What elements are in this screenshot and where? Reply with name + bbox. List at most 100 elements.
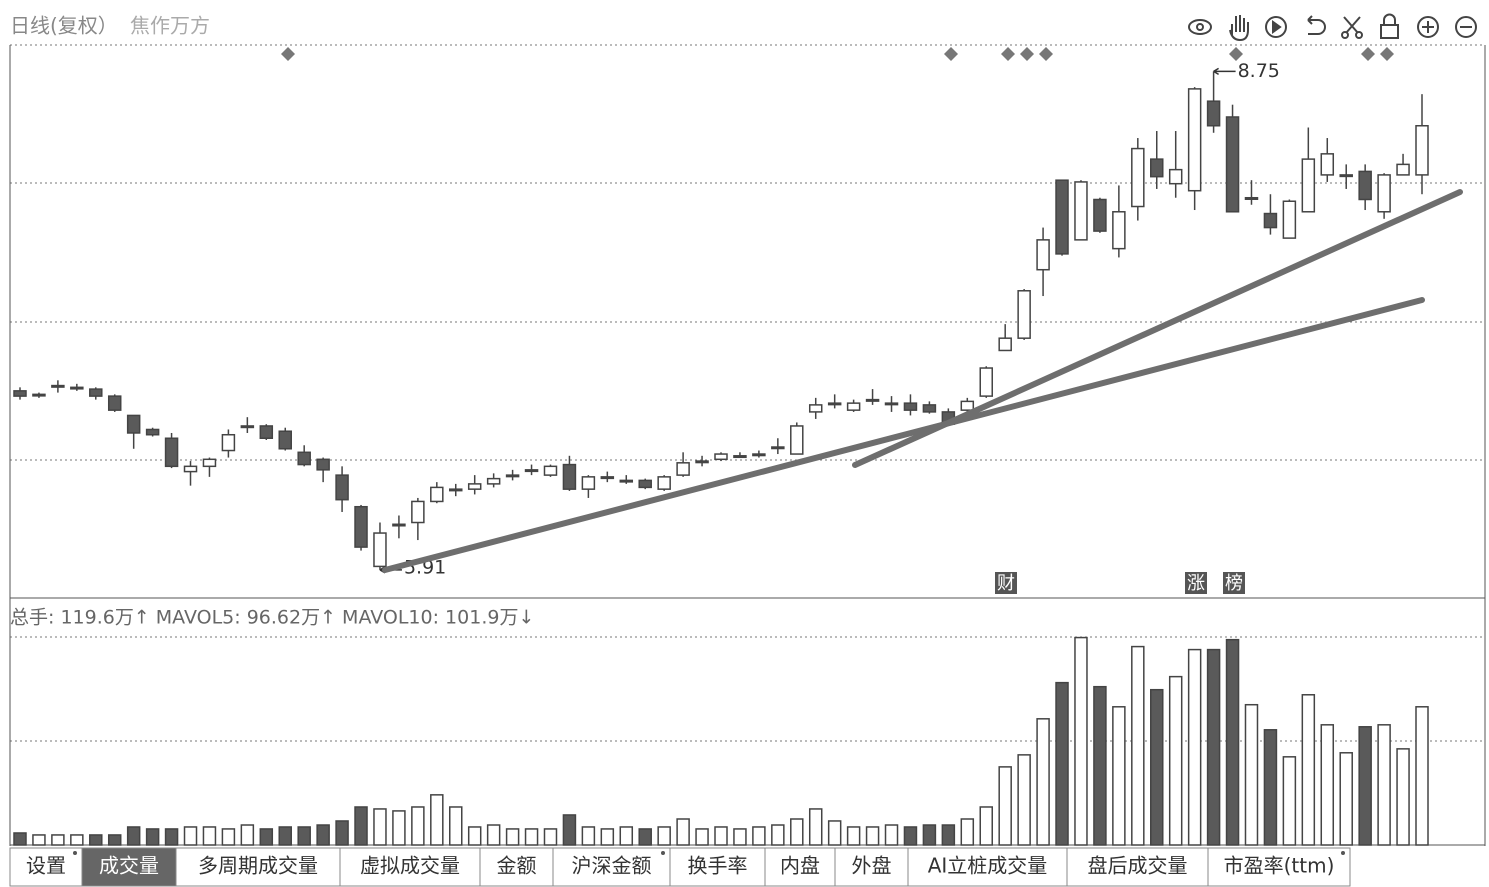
candle-body: [790, 425, 804, 455]
candle-body: [1377, 174, 1391, 213]
tab-label[interactable]: 市盈率(ttm): [1224, 854, 1335, 878]
tab-label[interactable]: 换手率: [688, 854, 748, 878]
candle-body: [808, 404, 823, 413]
tab[interactable]: [339, 847, 481, 887]
candle-body: [183, 465, 198, 473]
eye-icon[interactable]: [1188, 19, 1212, 35]
cut-icon[interactable]: [1343, 16, 1361, 34]
candle-body: [960, 400, 975, 411]
tab[interactable]: [175, 847, 341, 887]
toolbar[interactable]: [1188, 13, 1477, 42]
volume-bar: [865, 826, 880, 846]
volume-bar: [221, 828, 236, 846]
hand-icon[interactable]: [1229, 15, 1249, 42]
marker: [1020, 47, 1034, 61]
tab[interactable]: [764, 847, 836, 887]
tab[interactable]: [81, 847, 177, 887]
candle-body: [316, 458, 330, 471]
candle-body: [903, 402, 918, 411]
tab-label[interactable]: 多周期成交量: [198, 854, 318, 878]
tab-label[interactable]: 虚拟成交量: [360, 854, 460, 878]
trend-line: [852, 189, 1463, 468]
volume-bar: [619, 826, 634, 846]
event-tag: 涨: [1187, 573, 1205, 594]
candle-body: [1187, 88, 1202, 192]
candle-body: [1282, 200, 1297, 239]
candle-body: [354, 505, 368, 548]
volume-bar: [411, 806, 425, 846]
volume-bar: [1168, 675, 1183, 846]
candle-body: [1017, 290, 1031, 339]
tab-label[interactable]: 内盘: [780, 854, 820, 878]
volume-bar: [846, 826, 861, 846]
eye-icon-pupil: [1196, 23, 1204, 31]
tab-label[interactable]: 盘后成交量: [1088, 854, 1188, 878]
zoom-out-icon[interactable]: [1455, 16, 1477, 38]
candle-body: [752, 453, 766, 457]
volume-bar: [790, 818, 804, 846]
candle-body: [1074, 181, 1088, 241]
tab-label[interactable]: 沪深金额: [572, 854, 652, 878]
candle-body: [865, 398, 880, 402]
high-arrow: [1213, 67, 1236, 75]
undo-icon[interactable]: [1307, 15, 1326, 35]
tab[interactable]: [479, 847, 554, 887]
volume-bar: [13, 832, 27, 846]
volume-legend: 总手: 119.6万↑ MAVOL5: 96.62万↑ MAVOL10: 101…: [10, 607, 534, 629]
candle-body: [202, 458, 217, 468]
candle-body: [827, 402, 842, 406]
candle-body: [107, 395, 122, 411]
candle-body: [922, 404, 937, 413]
volume-bar: [1377, 724, 1391, 846]
candle-body: [221, 433, 236, 452]
volume-bar: [960, 818, 975, 846]
tab[interactable]: [1207, 847, 1351, 887]
tab[interactable]: [669, 847, 766, 887]
candle-body: [846, 402, 861, 411]
volume-bar: [1320, 724, 1335, 846]
candle-body: [259, 425, 274, 439]
volume-bar: [941, 824, 956, 846]
volume-bar: [524, 828, 539, 846]
marker: [944, 47, 958, 61]
volume-bar: [467, 826, 482, 846]
candle-body: [581, 476, 596, 490]
zoom-in-icon[interactable]: [1417, 16, 1439, 38]
tab-label[interactable]: 设置: [26, 854, 66, 878]
volume-bar: [884, 824, 899, 846]
candle-body: [638, 479, 652, 489]
candle-body: [979, 367, 993, 397]
candle-body: [297, 451, 311, 466]
tab-label[interactable]: 成交量: [99, 854, 159, 878]
volume-bar: [1415, 706, 1429, 846]
play-icon[interactable]: [1265, 16, 1287, 38]
candle-body: [714, 453, 728, 461]
candle-body: [600, 476, 615, 480]
candle-body: [70, 386, 84, 390]
event-markers: [281, 47, 1394, 61]
volume-bar: [259, 828, 274, 846]
tab-label[interactable]: 金额: [497, 854, 537, 878]
volume-bar: [1074, 636, 1088, 846]
candle-body: [1396, 163, 1410, 176]
tab[interactable]: [552, 847, 671, 887]
candle-body: [733, 455, 747, 459]
candle-body: [998, 337, 1012, 352]
tab[interactable]: [907, 847, 1068, 887]
volume-bar: [430, 794, 444, 846]
volume-bar: [676, 818, 690, 846]
tab[interactable]: [1066, 847, 1209, 887]
play-icon-arrow: [1272, 20, 1282, 34]
lock-icon[interactable]: [1380, 24, 1399, 39]
tab-label[interactable]: 外盘: [852, 854, 892, 878]
volume-bar: [1187, 648, 1202, 846]
volume-bar: [126, 826, 141, 846]
volume-bar: [562, 814, 577, 846]
candle-body: [486, 477, 501, 485]
volume-bar: [335, 820, 349, 846]
candle-body: [695, 460, 709, 464]
tab-label[interactable]: AI立桩成交量: [928, 854, 1048, 878]
high-label: 8.75: [1238, 60, 1280, 82]
candle-body: [1206, 100, 1221, 127]
